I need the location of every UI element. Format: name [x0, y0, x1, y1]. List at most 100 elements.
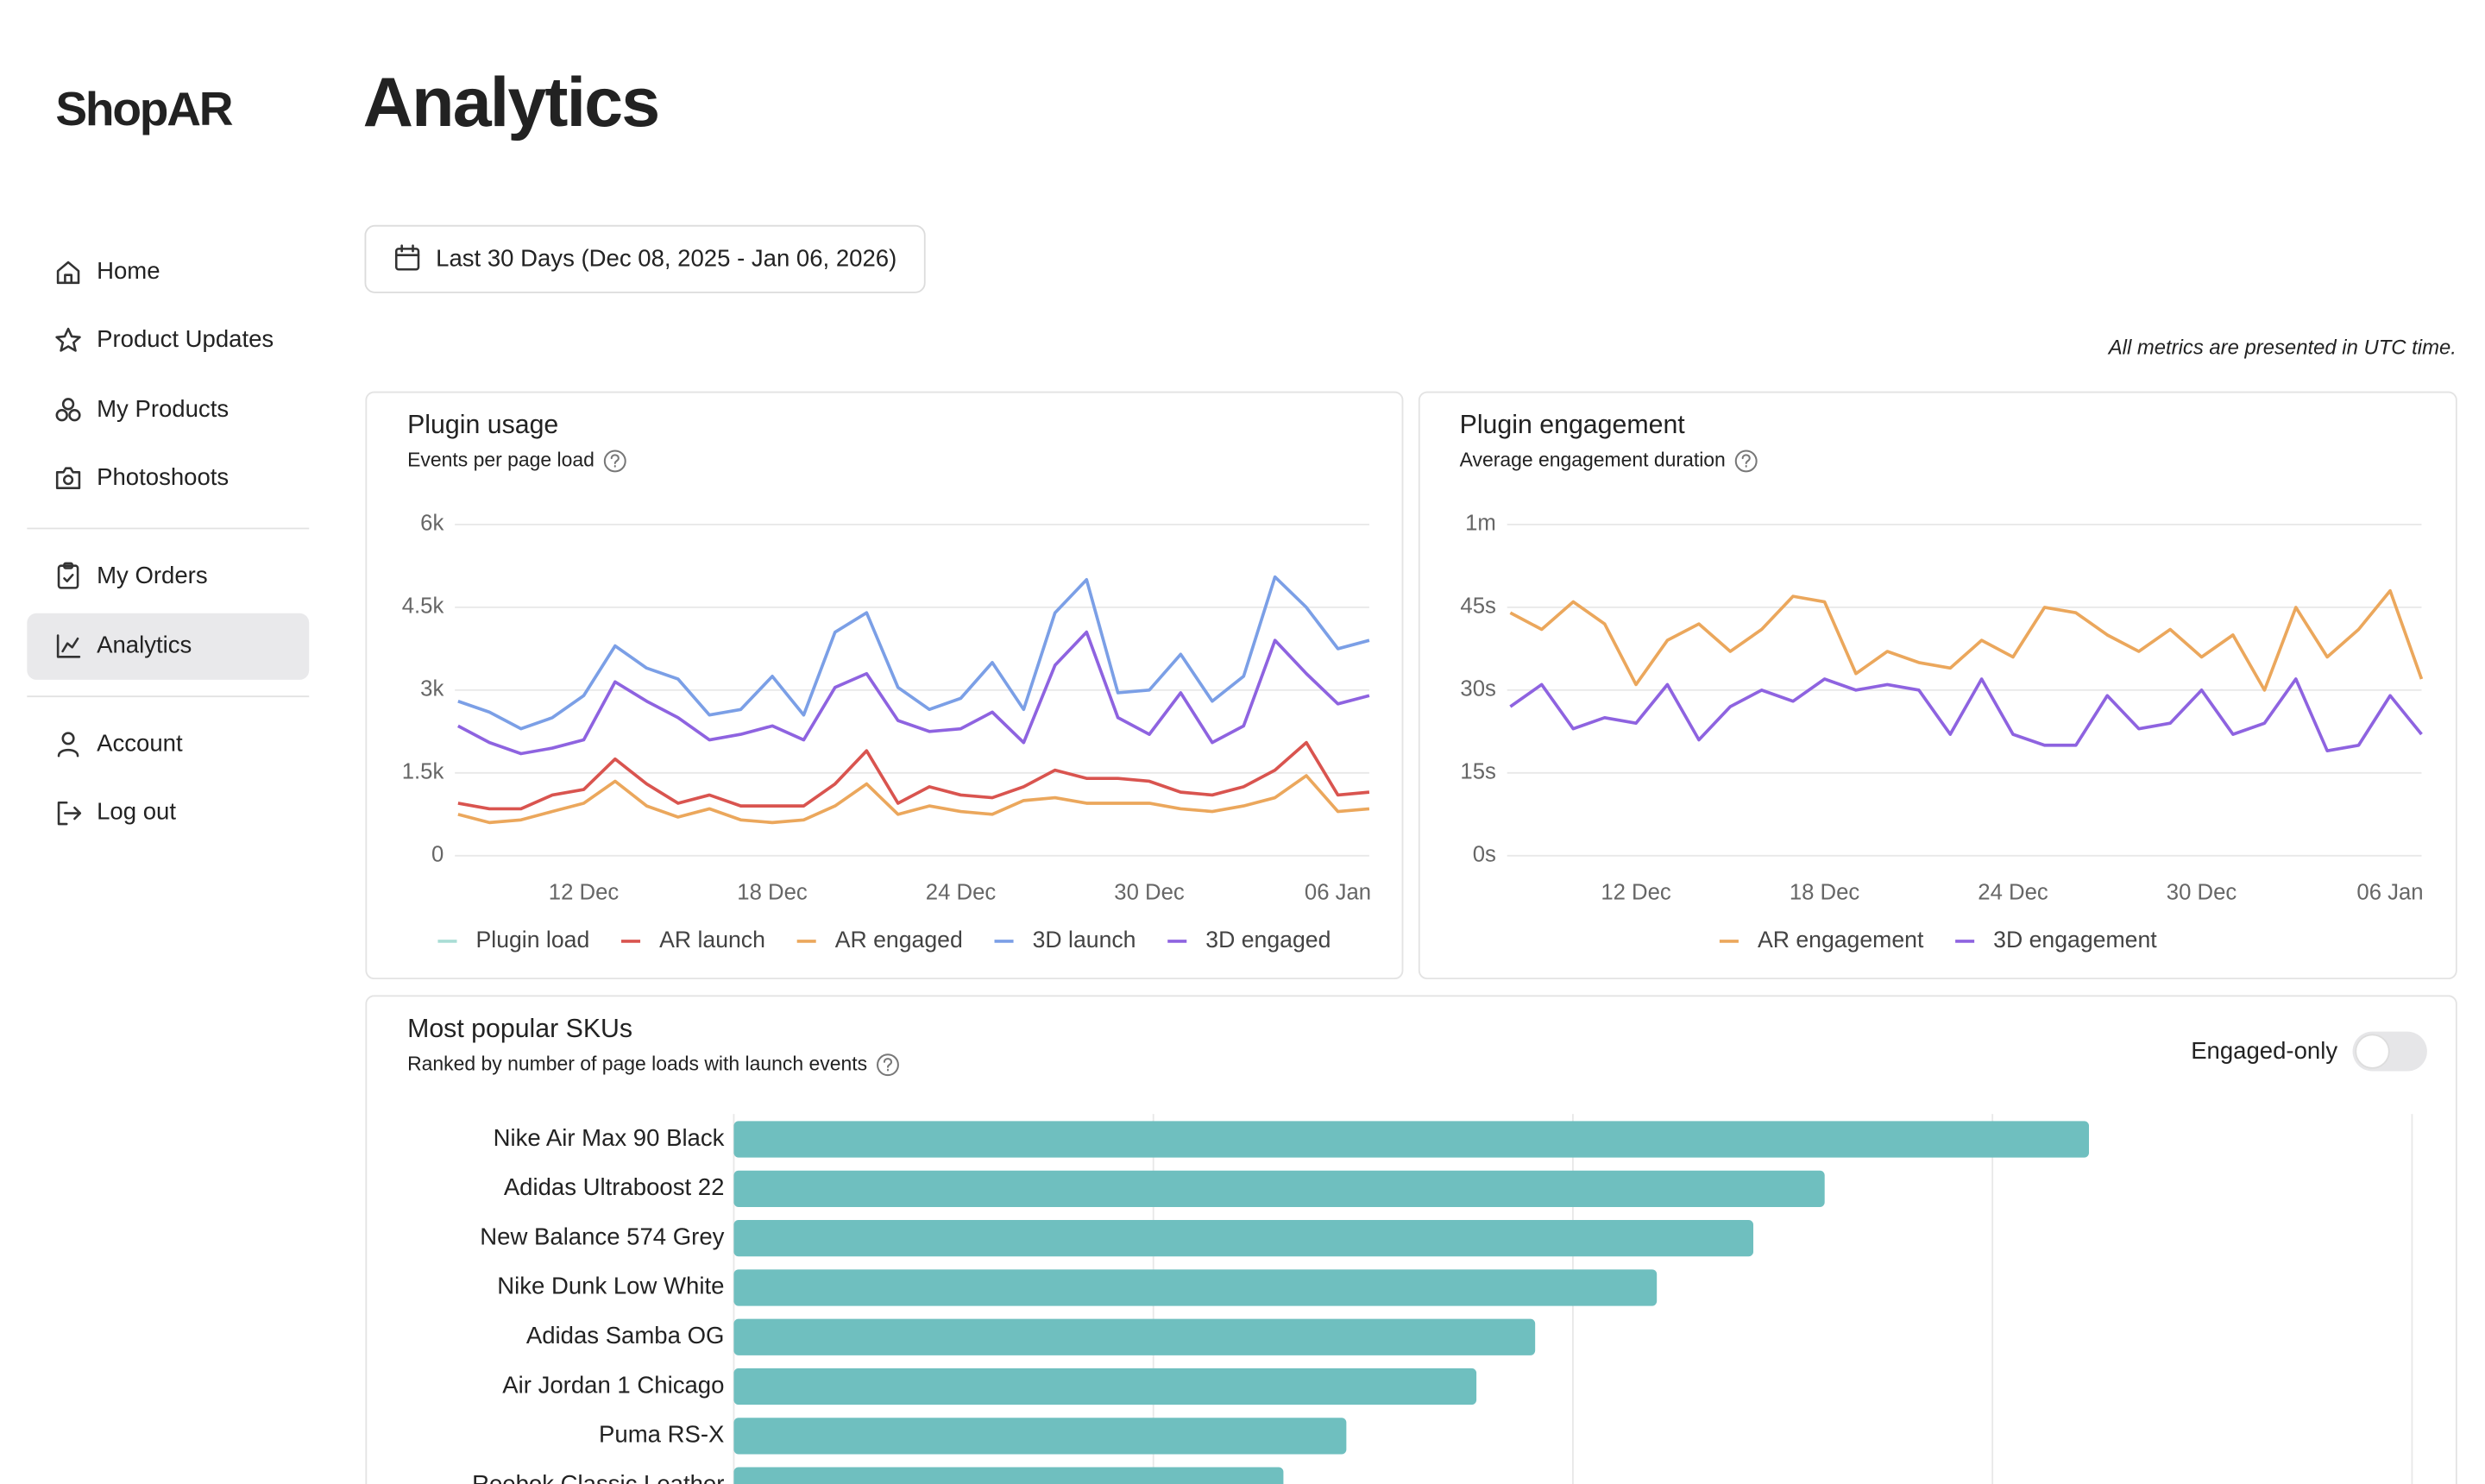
legend-label: 3D launch — [1033, 927, 1136, 953]
series-line — [457, 774, 1370, 825]
nav-home[interactable]: Home — [56, 257, 160, 285]
legend: Plugin load AR launch AR engaged 3D launch 3… — [437, 927, 1331, 953]
y-tick-label: 1m — [1465, 512, 1496, 536]
home-icon — [56, 261, 80, 285]
help-circle — [1734, 450, 1758, 473]
nav-label: Photoshoots — [97, 463, 229, 490]
calendar-icon — [394, 244, 420, 271]
legend-item[interactable]: 3D launch — [994, 927, 1136, 953]
bar-label: Nike Air Max 90 Black — [494, 1124, 725, 1151]
legend-label: 3D engaged — [1205, 927, 1331, 953]
legend-item[interactable]: AR engagement — [1719, 927, 1924, 953]
chart-icon — [56, 634, 81, 658]
bar — [733, 1220, 1754, 1257]
y-tick-label: 30s — [1460, 677, 1495, 701]
y-tick-label: 1.5k — [402, 760, 444, 784]
x-tick-label: 30 Dec — [2167, 881, 2237, 905]
legend-label: AR launch — [659, 927, 765, 953]
legend-label: AR engaged — [835, 927, 963, 953]
nav-my-orders[interactable]: My Orders — [57, 562, 208, 589]
series-line — [457, 630, 1370, 756]
x-tick-label: 24 Dec — [1978, 881, 2048, 905]
nav-label: Log out — [97, 797, 176, 824]
bar — [733, 1269, 1658, 1306]
nav-label: My Products — [97, 395, 229, 422]
nav-label: Home — [97, 257, 160, 284]
products-icon — [55, 398, 81, 422]
page-title: Analytics — [363, 64, 659, 141]
card-title: Plugin engagement — [1460, 411, 1686, 439]
bar-label: Nike Dunk Low White — [497, 1273, 724, 1299]
toggle-knob — [2355, 1034, 2390, 1069]
bar — [733, 1170, 1825, 1207]
camera-icon — [55, 467, 81, 489]
nav-label: Product Updates — [97, 325, 274, 352]
y-tick-label: 4.5k — [402, 594, 444, 619]
y-tick-label: 3k — [420, 677, 444, 701]
x-tick-label: 06 Jan — [2356, 881, 2423, 905]
series-line — [1509, 677, 2423, 753]
x-tick-label: 18 Dec — [1790, 881, 1860, 905]
legend-item[interactable]: AR engaged — [796, 927, 963, 953]
bar — [733, 1121, 2090, 1158]
bar-label: Air Jordan 1 Chicago — [502, 1371, 724, 1398]
card-title: Plugin usage — [407, 411, 558, 439]
help-mark — [1741, 454, 1751, 468]
nav-product-updates[interactable]: Product Updates — [55, 325, 274, 352]
legend-label: 3D engagement — [1993, 927, 2157, 953]
help-circle — [603, 450, 626, 473]
active-nav-background — [27, 613, 310, 680]
y-tick-label: 6k — [420, 512, 444, 536]
logo: ShopAR — [55, 82, 232, 135]
timezone-note: All metrics are presented in UTC time. — [2107, 336, 2457, 359]
clipboard-icon — [57, 562, 79, 589]
series-line — [1509, 588, 2424, 692]
x-tick-label: 30 Dec — [1114, 881, 1185, 905]
nav-label: My Orders — [97, 562, 208, 588]
nav-my-products[interactable]: My Products — [55, 395, 229, 422]
help-icon — [877, 1053, 899, 1077]
nav-account[interactable]: Account — [57, 729, 183, 758]
nav-analytics[interactable]: Analytics — [56, 632, 192, 658]
date-range-button[interactable]: Last 30 Days (Dec 08, 2025 - Jan 06, 202… — [364, 224, 926, 293]
bar-label: New Balance 574 Grey — [480, 1223, 724, 1249]
nav-label: Analytics — [97, 632, 192, 658]
series-line — [457, 575, 1370, 731]
bar-label: Adidas Samba OG — [526, 1322, 725, 1349]
card-subtitle: Events per page load — [407, 449, 595, 471]
legend-label: Plugin load — [476, 927, 590, 953]
bar-label: Puma RS-X — [599, 1421, 724, 1448]
card — [1418, 391, 2457, 980]
user-icon — [57, 732, 79, 758]
help-mark — [883, 1058, 893, 1072]
bar — [733, 1467, 1284, 1484]
y-tick-label: 15s — [1460, 760, 1495, 784]
nav-photoshoots[interactable]: Photoshoots — [55, 463, 229, 490]
y-tick-label: 0 — [431, 843, 444, 867]
date-range-box — [364, 224, 926, 293]
engaged-only-toggle[interactable]: Engaged-only — [2191, 1031, 2427, 1072]
card-title: Most popular SKUs — [407, 1015, 632, 1043]
legend: AR engagement 3D engagement — [1719, 927, 2157, 953]
help-mark — [610, 454, 620, 468]
help-circle — [877, 1053, 899, 1077]
toggle-label: Engaged-only — [2191, 1037, 2337, 1064]
legend-item[interactable]: Plugin load — [437, 927, 589, 953]
bar-label: Reebok Classic Leather — [472, 1470, 724, 1484]
bar — [733, 1368, 1477, 1405]
bar — [733, 1318, 1536, 1355]
star-icon — [55, 327, 81, 352]
legend-item[interactable]: AR launch — [621, 927, 765, 953]
legend-item[interactable]: 3D engagement — [1955, 927, 2157, 953]
bar — [733, 1418, 1347, 1455]
card — [365, 391, 1404, 980]
legend-label: AR engagement — [1758, 927, 1924, 953]
y-tick-label: 45s — [1460, 594, 1495, 619]
nav-log-out[interactable]: Log out — [57, 797, 176, 826]
legend-item[interactable]: 3D engaged — [1167, 927, 1331, 953]
x-tick-label: 24 Dec — [926, 881, 997, 905]
help-icon — [1734, 450, 1758, 473]
date-range-label: Last 30 Days (Dec 08, 2025 - Jan 06, 202… — [436, 244, 896, 271]
